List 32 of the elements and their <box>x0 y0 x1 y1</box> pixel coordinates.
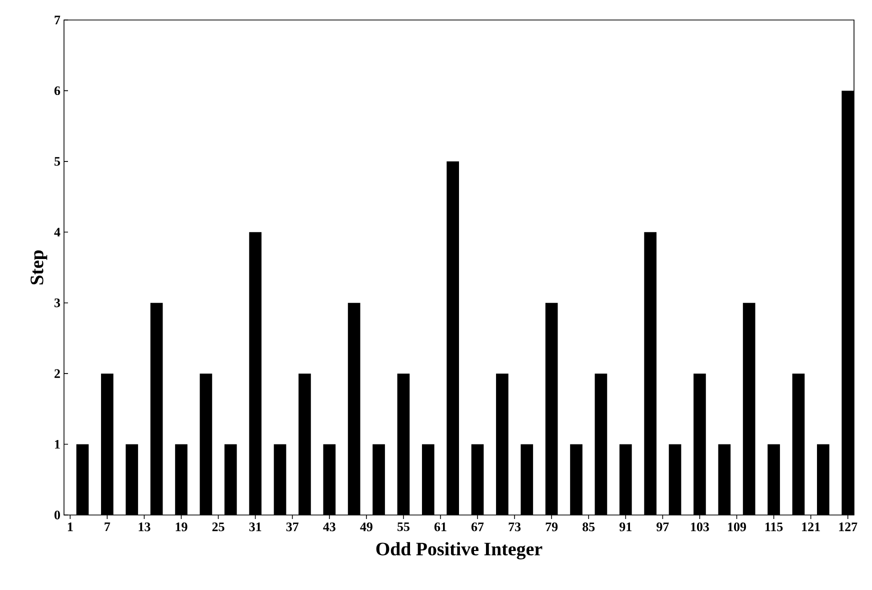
y-tick-label: 0 <box>54 510 60 520</box>
x-tick-label: 49 <box>360 522 372 532</box>
x-tick-label: 115 <box>765 522 783 532</box>
x-tick-label: 73 <box>508 522 521 532</box>
x-tick-label: 121 <box>802 522 820 532</box>
y-tick-label: 7 <box>54 16 60 24</box>
x-tick-label: 43 <box>323 522 336 532</box>
x-tick-label: 67 <box>471 522 484 532</box>
x-tick-label: 91 <box>620 522 632 532</box>
y-tick-label: 4 <box>54 228 60 236</box>
x-tick-label: 37 <box>286 522 299 532</box>
y-axis-title: Step <box>30 250 48 284</box>
y-tick-label: 5 <box>54 157 60 166</box>
x-tick-label: 109 <box>728 522 746 532</box>
x-tick-label: 19 <box>176 522 188 532</box>
y-tick-label: 1 <box>55 440 60 449</box>
x-tick-label: 127 <box>839 522 858 532</box>
x-tick-label: 79 <box>546 522 558 532</box>
x-tick-label: 103 <box>691 522 709 532</box>
y-tick-label: 2 <box>54 369 60 378</box>
x-tick-label: 31 <box>249 522 262 532</box>
x-tick-label: 97 <box>656 522 669 532</box>
x-tick-label: 61 <box>434 522 446 532</box>
y-tick-label: 6 <box>54 86 60 96</box>
y-tick-label: 3 <box>54 298 60 308</box>
x-tick-label: 13 <box>138 522 150 532</box>
x-tick-label: 85 <box>582 522 595 532</box>
x-tick-label: 1 <box>68 522 73 532</box>
x-tick-label: 25 <box>212 522 224 532</box>
x-axis-title: Odd Positive Integer <box>376 542 542 560</box>
x-tick-label: 7 <box>104 522 110 531</box>
x-tick-label: 55 <box>397 522 410 532</box>
